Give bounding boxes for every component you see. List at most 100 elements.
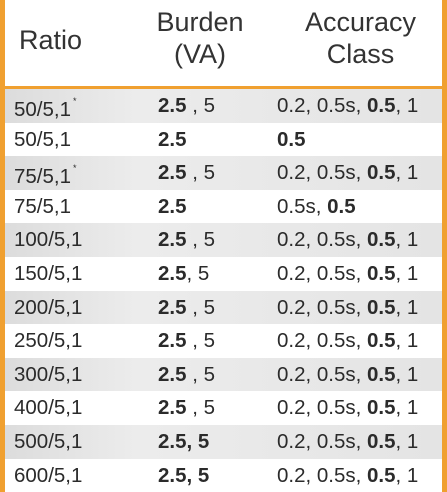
table-row: 75/5,1 2.5 0.5s, 0.5: [5, 189, 442, 224]
burden-bold: 2.5: [158, 295, 187, 319]
cell-ratio: 400/5,1: [14, 391, 82, 425]
ratio-value: 500/5,1: [14, 429, 83, 453]
cell-ratio: 150/5,1: [14, 257, 82, 291]
burden-bold: 2.5: [158, 127, 187, 151]
table-row: 100/5,1 2.5 , 5 0.2, 0.5s, 0.5, 1: [5, 223, 442, 257]
cell-accuracy: 0.2, 0.5s, 0.5, 1: [277, 425, 418, 459]
burden-bold: 2.5, 5: [158, 429, 210, 453]
cell-burden: 2.5, 5: [158, 425, 209, 459]
burden-bold: 2.5: [158, 161, 187, 185]
ratio-value: 300/5,1: [14, 362, 83, 386]
cell-burden: 2.5 , 5: [158, 358, 215, 392]
cell-ratio: 75/5,1: [14, 190, 71, 224]
burden-rest: , 5: [186, 329, 215, 353]
accuracy-tail: , 1: [395, 429, 419, 453]
ratio-value: 600/5,1: [14, 463, 83, 487]
burden-bold: 2.5: [158, 329, 187, 353]
table-row: 200/5,1 2.5 , 5 0.2, 0.5s, 0.5, 1: [5, 290, 442, 325]
cell-ratio: 200/5,1: [14, 291, 82, 325]
burden-bold: 2.5, 5: [158, 463, 210, 487]
table-row: 50/5,1 2.5 0.5: [5, 122, 442, 157]
cell-accuracy: 0.2, 0.5s, 0.5, 1: [277, 391, 418, 425]
burden-bold: 2.5: [158, 396, 187, 420]
burden-rest: , 5: [186, 228, 215, 252]
table-row: 500/5,1 2.5, 5 0.2, 0.5s, 0.5, 1: [5, 424, 442, 459]
accuracy-plain: 0.2, 0.5s,: [277, 161, 368, 185]
ratio-value: 75/5,1: [14, 194, 71, 218]
accuracy-plain: 0.2, 0.5s,: [277, 94, 368, 117]
accuracy-plain: 0.2, 0.5s,: [277, 228, 368, 252]
cell-accuracy: 0.5s, 0.5: [277, 190, 356, 224]
accuracy-bold: 0.5: [367, 94, 396, 117]
burden-rest: , 5: [186, 295, 215, 319]
burden-bold: 2.5: [158, 261, 187, 285]
cell-burden: 2.5, 5: [158, 459, 209, 492]
accuracy-bold: 0.5: [367, 228, 396, 252]
header-burden-line2: (VA): [174, 39, 226, 69]
accuracy-bold: 0.5: [367, 362, 396, 386]
accuracy-plain: 0.2, 0.5s,: [277, 429, 368, 453]
accuracy-tail: , 1: [395, 261, 419, 285]
accuracy-bold: 0.5: [367, 429, 396, 453]
table-row: 50/5,1 * 2.5 , 5 0.2, 0.5s, 0.5, 1: [5, 89, 442, 123]
cell-accuracy: 0.2, 0.5s, 0.5, 1: [277, 257, 418, 291]
accuracy-plain: 0.2, 0.5s,: [277, 463, 368, 487]
cell-accuracy: 0.5: [277, 123, 306, 157]
cell-accuracy: 0.2, 0.5s, 0.5, 1: [277, 223, 418, 257]
accuracy-bold: 0.5: [367, 396, 396, 420]
ratio-value: 200/5,1: [14, 295, 83, 319]
header-accuracy-line2: Class: [326, 39, 395, 69]
cell-burden: 2.5: [158, 190, 187, 224]
accuracy-plain: 0.2, 0.5s,: [277, 295, 368, 319]
cell-ratio: 500/5,1: [14, 425, 82, 459]
header-separator: [5, 86, 442, 89]
cell-burden: 2.5 , 5: [158, 291, 215, 325]
accuracy-bold: 0.5: [327, 194, 356, 218]
accuracy-tail: , 1: [395, 295, 419, 319]
ratio-value: 75/5,1: [14, 165, 71, 189]
accuracy-plain: 0.2, 0.5s,: [277, 329, 368, 353]
burden-rest: , 5: [186, 396, 215, 420]
accuracy-tail: , 1: [395, 161, 419, 185]
cell-accuracy: 0.2, 0.5s, 0.5, 1: [277, 291, 418, 325]
accuracy-tail: , 1: [395, 463, 419, 487]
ratio-value: 250/5,1: [14, 329, 83, 353]
cell-accuracy: 0.2, 0.5s, 0.5, 1: [277, 324, 418, 358]
cell-accuracy: 0.2, 0.5s, 0.5, 1: [277, 358, 418, 392]
accuracy-bold: 0.5: [277, 127, 306, 151]
cell-accuracy: 0.2, 0.5s, 0.5, 1: [277, 89, 418, 123]
header-ratio: Ratio: [19, 25, 83, 55]
accuracy-plain: 0.2, 0.5s,: [277, 362, 368, 386]
cell-ratio: 50/5,1: [14, 123, 71, 157]
accuracy-tail: , 1: [395, 228, 419, 252]
ratio-value: 150/5,1: [14, 261, 83, 285]
burden-rest: , 5: [186, 161, 215, 185]
table-row: 75/5,1 * 2.5 , 5 0.2, 0.5s, 0.5, 1: [5, 156, 442, 190]
header-burden: Burden (VA): [145, 6, 255, 70]
burden-rest: , 5: [186, 362, 215, 386]
cell-burden: 2.5: [158, 123, 187, 157]
table-row: 250/5,1 2.5 , 5 0.2, 0.5s, 0.5, 1: [5, 324, 442, 358]
cell-ratio: 250/5,1: [14, 324, 82, 358]
table-row: 300/5,1 2.5 , 5 0.2, 0.5s, 0.5, 1: [5, 357, 442, 392]
cell-ratio: 600/5,1: [14, 459, 82, 492]
header-accuracy-line1: Accuracy: [304, 7, 417, 37]
table-body: 50/5,1 * 2.5 , 5 0.2, 0.5s, 0.5, 1 50/5,1 2.5…: [5, 89, 442, 492]
accuracy-bold: 0.5: [367, 295, 396, 319]
accuracy-tail: , 1: [395, 94, 419, 117]
cell-burden: 2.5, 5: [158, 257, 209, 291]
cell-accuracy: 0.2, 0.5s, 0.5, 1: [277, 459, 418, 492]
table-row: 400/5,1 2.5 , 5 0.2, 0.5s, 0.5, 1: [5, 391, 442, 425]
accuracy-bold: 0.5: [367, 463, 396, 487]
ratio-value: 100/5,1: [14, 228, 83, 252]
accuracy-plain: 0.2, 0.5s,: [277, 396, 368, 420]
cell-accuracy: 0.2, 0.5s, 0.5, 1: [277, 156, 418, 190]
table-header: Ratio Burden (VA) Accuracy Class: [5, 0, 442, 86]
accuracy-bold: 0.5: [367, 329, 396, 353]
cell-burden: 2.5 , 5: [158, 324, 215, 358]
accuracy-bold: 0.5: [367, 261, 396, 285]
cell-burden: 2.5 , 5: [158, 89, 215, 123]
table-row: 600/5,1 2.5, 5 0.2, 0.5s, 0.5, 1: [5, 458, 442, 492]
cell-burden: 2.5 , 5: [158, 223, 215, 257]
